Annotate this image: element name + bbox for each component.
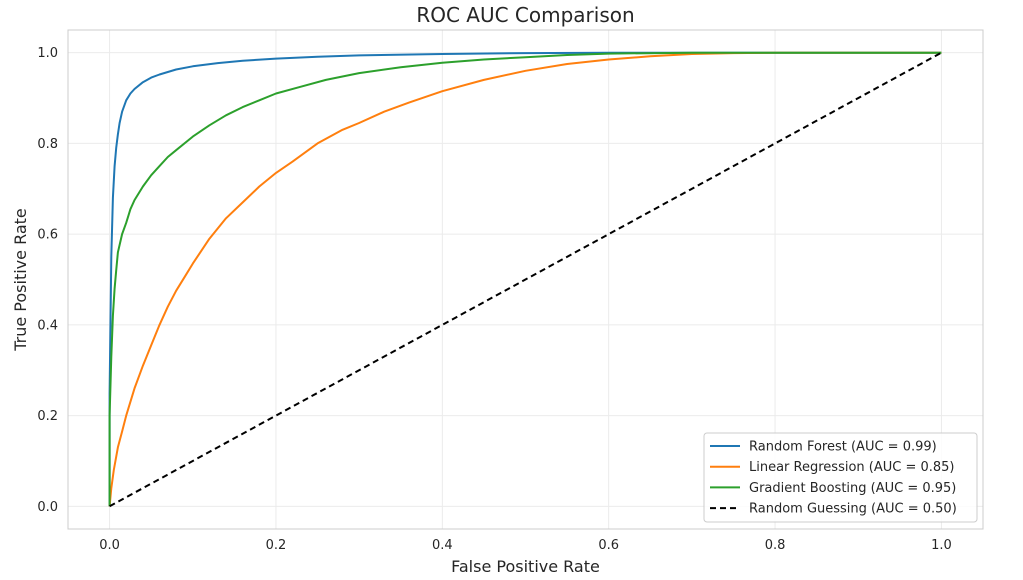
y-tick-label: 0.2: [37, 409, 58, 424]
legend-label: Linear Regression (AUC = 0.85): [749, 460, 955, 475]
chart-title: ROC AUC Comparison: [416, 3, 634, 27]
x-tick-label: 0.4: [432, 538, 453, 553]
y-tick-label: 0.8: [37, 137, 58, 152]
series-lines: [108, 51, 942, 508]
legend-label: Gradient Boosting (AUC = 0.95): [749, 481, 956, 496]
x-tick-label: 0.0: [99, 538, 120, 553]
x-tick-label: 0.8: [765, 538, 786, 553]
legend-box: [703, 432, 978, 523]
y-tick-label: 0.4: [37, 318, 58, 333]
plot-frame: [67, 29, 984, 530]
tick-labels: 0.0 0.2 0.4 0.6 0.8 1.0 0.0 0.2 0.4 0.6 0.8 1.0: [37, 46, 951, 553]
legend-label: Random Guessing (AUC = 0.50): [749, 502, 957, 517]
x-tick-label: 0.6: [598, 538, 619, 553]
x-tick-label: 1.0: [931, 538, 952, 553]
x-tick-label: 0.2: [266, 538, 287, 553]
legend: Random Forest (AUC = 0.99) Linear Regress…: [703, 432, 978, 523]
y-tick-label: 0.0: [37, 500, 58, 515]
series-line: [108, 51, 942, 507]
y-tick-label: 0.6: [37, 228, 58, 243]
series-line: [109, 51, 942, 508]
legend-label: Random Forest (AUC = 0.99): [749, 440, 937, 455]
series-line: [108, 51, 942, 507]
y-axis-label: True Positive Rate: [11, 208, 30, 352]
x-axis-label: False Positive Rate: [451, 557, 600, 576]
series-line: [108, 51, 942, 507]
y-tick-label: 1.0: [37, 46, 58, 61]
